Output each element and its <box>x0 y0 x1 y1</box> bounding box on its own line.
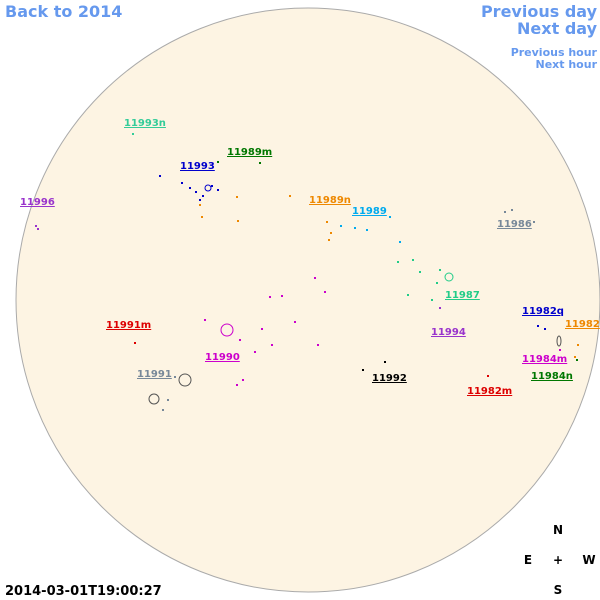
spot <box>330 232 332 234</box>
spot <box>431 299 433 301</box>
spot <box>576 359 578 361</box>
spot <box>504 211 506 213</box>
spot <box>577 344 579 346</box>
spot <box>511 209 513 211</box>
spot <box>340 225 342 227</box>
back-link[interactable]: Back to 2014 <box>5 2 122 21</box>
compass-center: + <box>553 553 563 567</box>
spot <box>559 349 561 351</box>
spot <box>237 220 239 222</box>
spot <box>324 291 326 293</box>
region-label[interactable]: 11989n <box>309 195 351 206</box>
region-label[interactable]: 11993 <box>180 161 215 172</box>
spot <box>204 319 206 321</box>
spot <box>217 161 219 163</box>
spot <box>134 342 136 344</box>
spot <box>412 259 414 261</box>
region-label[interactable]: 11986 <box>497 219 532 230</box>
spot <box>537 325 539 327</box>
region-label[interactable]: 11984n <box>531 371 573 382</box>
previous-hour-link[interactable]: Previous hour <box>511 46 598 59</box>
spot <box>294 321 296 323</box>
compass-south: S <box>554 583 563 597</box>
spot <box>544 328 546 330</box>
region-label[interactable]: 11982m <box>467 386 512 397</box>
spot <box>384 361 386 363</box>
spot <box>389 216 391 218</box>
solar-disk <box>15 7 600 593</box>
spot <box>236 196 238 198</box>
spot <box>239 339 241 341</box>
timestamp: 2014-03-01T19:00:27 <box>5 584 162 599</box>
region-label[interactable]: 11987 <box>445 290 480 301</box>
spot <box>254 351 256 353</box>
region-label[interactable]: 11991m <box>106 320 151 331</box>
region-label[interactable]: 11982q <box>522 306 564 317</box>
region-label[interactable]: 11992 <box>372 373 407 384</box>
spot <box>195 191 197 193</box>
region-label[interactable]: 11993n <box>124 118 166 129</box>
spot <box>236 384 238 386</box>
spot <box>326 221 328 223</box>
spot <box>167 399 169 401</box>
spot <box>261 328 263 330</box>
next-day-link[interactable]: Next day <box>517 19 598 38</box>
spot <box>259 162 261 164</box>
spot <box>202 195 204 197</box>
region-label[interactable]: 11990 <box>205 352 240 363</box>
compass-west: W <box>582 553 595 567</box>
spot <box>314 277 316 279</box>
region-label[interactable]: 11982 <box>565 319 600 330</box>
spot <box>439 269 441 271</box>
spot <box>399 241 401 243</box>
region-label[interactable]: 11991 <box>137 369 172 380</box>
spot <box>271 344 273 346</box>
spot <box>211 185 213 187</box>
spot <box>317 344 319 346</box>
spot <box>366 229 368 231</box>
spot <box>189 187 191 189</box>
region-label[interactable]: 11989 <box>352 206 387 217</box>
spot <box>199 204 201 206</box>
spot <box>407 294 409 296</box>
spot <box>281 295 283 297</box>
spot <box>436 282 438 284</box>
spot <box>159 175 161 177</box>
region-label[interactable]: 11996 <box>20 197 55 208</box>
spot <box>217 189 219 191</box>
spot <box>162 409 164 411</box>
spot <box>487 375 489 377</box>
spot <box>533 221 535 223</box>
next-hour-link[interactable]: Next hour <box>536 58 598 71</box>
spot <box>37 228 39 230</box>
region-label[interactable]: 11984m <box>522 354 567 365</box>
spot <box>199 199 201 201</box>
spot <box>439 307 441 309</box>
spot <box>181 182 183 184</box>
spot <box>397 261 399 263</box>
spot <box>269 296 271 298</box>
previous-day-link[interactable]: Previous day <box>481 2 598 21</box>
spot <box>574 356 576 358</box>
spot <box>354 227 356 229</box>
region-label[interactable]: 11994 <box>431 327 466 338</box>
region-label[interactable]: 11989m <box>227 147 272 158</box>
spot <box>35 225 37 227</box>
spot-outlines <box>148 184 562 405</box>
spot <box>328 239 330 241</box>
spot <box>362 369 364 371</box>
spot <box>419 271 421 273</box>
spot <box>242 379 244 381</box>
spot <box>132 133 134 135</box>
spot <box>201 216 203 218</box>
compass-north: N <box>553 523 563 537</box>
compass-east: E <box>524 553 532 567</box>
spot <box>174 376 176 378</box>
spot <box>289 195 291 197</box>
